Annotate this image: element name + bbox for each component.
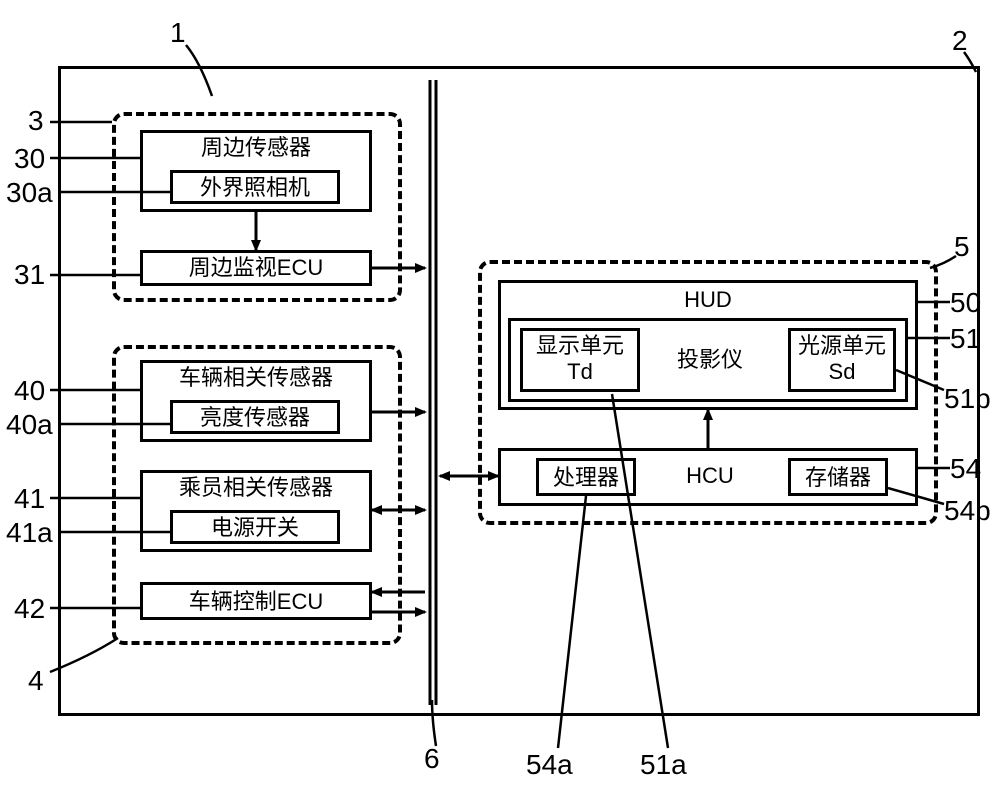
callout-40a: 40a (6, 410, 53, 441)
callout-41: 41 (14, 484, 45, 515)
callout-50: 50 (950, 288, 981, 319)
callout-2: 2 (952, 26, 968, 57)
callout-5: 5 (954, 232, 970, 263)
svg-arrows-layer (0, 0, 1000, 790)
diagram-stage: 周边传感器 外界照相机 周边监视ECU 车辆相关传感器 亮度传感器 乘员相关传感… (0, 0, 1000, 790)
callout-30: 30 (14, 144, 45, 175)
callout-3: 3 (28, 106, 44, 137)
callout-41a: 41a (6, 518, 53, 549)
callout-31: 31 (14, 260, 45, 291)
callout-40: 40 (14, 376, 45, 407)
callout-54b: 54b (944, 496, 991, 527)
callout-1: 1 (170, 18, 186, 49)
callout-4: 4 (28, 666, 44, 697)
callout-54a: 54a (526, 750, 573, 781)
callout-51: 51 (950, 324, 981, 355)
callout-54: 54 (950, 454, 981, 485)
callout-6: 6 (424, 744, 440, 775)
callout-51a: 51a (640, 750, 687, 781)
callout-51b: 51b (944, 384, 991, 415)
callout-30a: 30a (6, 178, 53, 209)
callout-42: 42 (14, 594, 45, 625)
